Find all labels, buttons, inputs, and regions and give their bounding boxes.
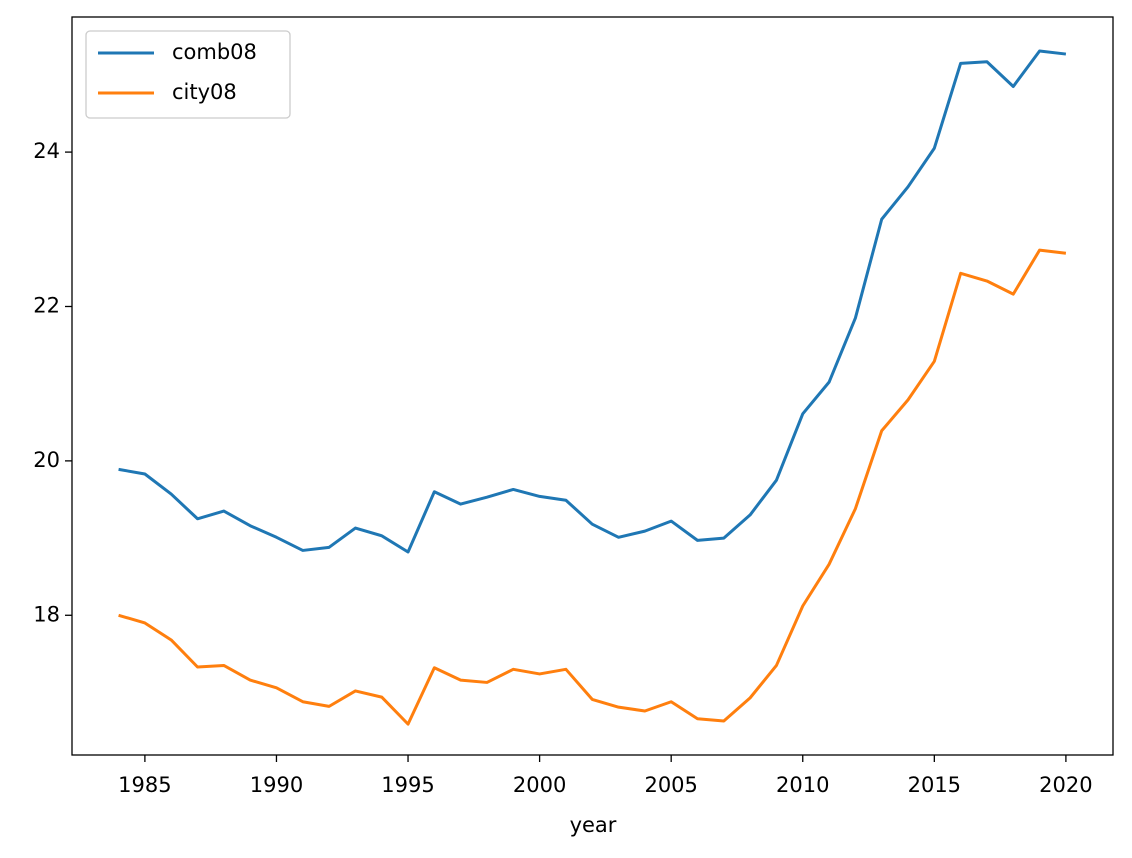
- legend-label: city08: [172, 80, 237, 104]
- x-axis-label: year: [570, 813, 617, 837]
- x-tick-label: 2010: [776, 773, 829, 797]
- legend: comb08 city08: [85, 30, 291, 119]
- y-tick-label: 18: [33, 602, 60, 626]
- legend-label: comb08: [172, 40, 257, 64]
- y-tick-label: 22: [33, 293, 60, 317]
- plot-frame: [71, 16, 1114, 756]
- line: [118, 49, 1067, 554]
- line: [118, 248, 1067, 726]
- x-tick-label: 2020: [1039, 773, 1092, 797]
- y-tick-label: 24: [33, 139, 60, 163]
- x-tick-label: 2000: [513, 773, 566, 797]
- x-tick-label: 1985: [118, 773, 171, 797]
- x-tick-label: 1990: [250, 773, 303, 797]
- x-tick-label: 1995: [381, 773, 434, 797]
- x-tick-label: 2015: [908, 773, 961, 797]
- y-tick-label: 20: [33, 448, 60, 472]
- x-tick-label: 2005: [644, 773, 697, 797]
